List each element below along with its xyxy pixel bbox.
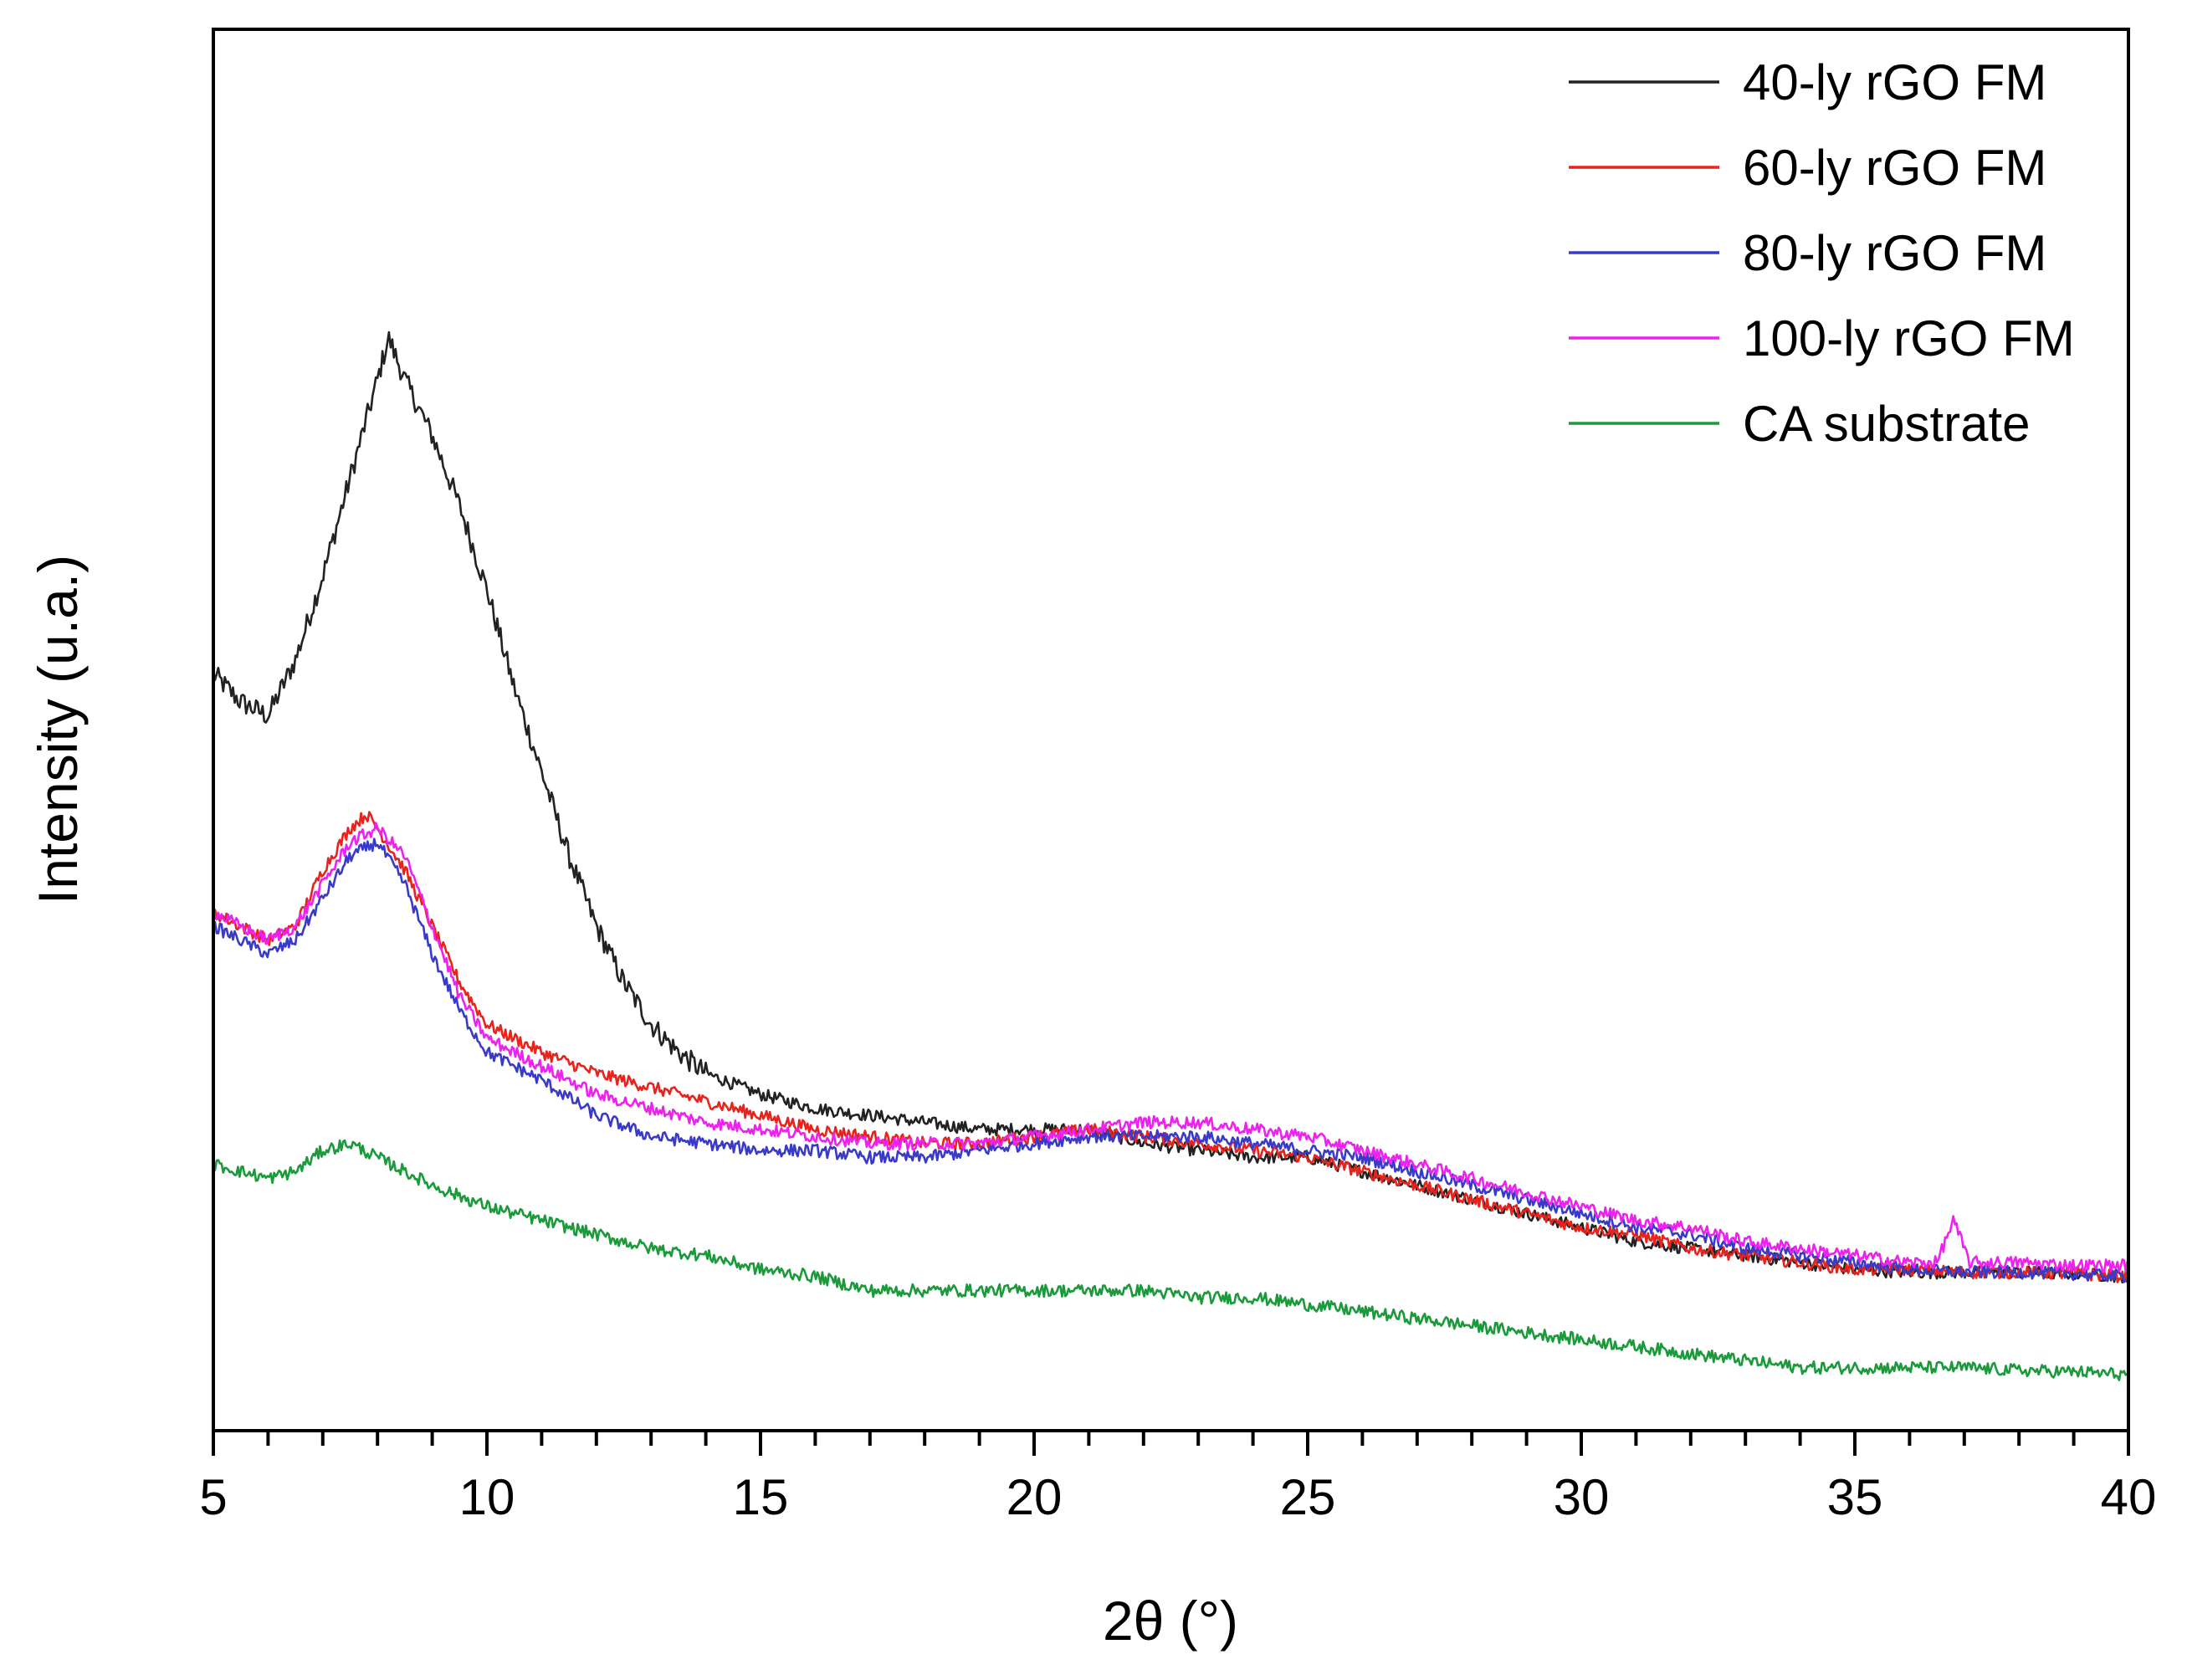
series-line-2	[213, 811, 2128, 1283]
series-layer	[212, 330, 2128, 1381]
y-axis-title: Intensity (u.a.)	[27, 555, 89, 904]
x-tick-label: 25	[1280, 1469, 1336, 1525]
x-axis-title: 2θ (°)	[1103, 1590, 1238, 1652]
series-line-4	[212, 822, 2128, 1273]
series-line-1	[212, 330, 2128, 1284]
legend: 40-ly rGO FM 60-ly rGO FM 80-ly rGO FM 100-…	[1569, 54, 2075, 452]
legend-label-1: 40-ly rGO FM	[1743, 54, 2046, 110]
x-tick-label: 10	[459, 1469, 515, 1525]
x-tick-label: 20	[1006, 1469, 1063, 1525]
x-tick-label: 5	[199, 1469, 227, 1525]
x-axis-ticks: 5 10 15 20 25 30 35 40	[199, 1431, 2156, 1525]
legend-label-5: CA substrate	[1743, 396, 2031, 452]
x-tick-label: 30	[1554, 1469, 1610, 1525]
x-tick-label: 35	[1827, 1469, 1883, 1525]
x-tick-label: 40	[2101, 1469, 2157, 1525]
plot-frame	[212, 28, 2130, 1432]
series-line-5	[212, 1139, 2128, 1381]
legend-label-3: 80-ly rGO FM	[1743, 225, 2046, 281]
legend-label-4: 100-ly rGO FM	[1743, 310, 2075, 366]
x-tick-label: 15	[733, 1469, 789, 1525]
legend-label-2: 60-ly rGO FM	[1743, 140, 2046, 196]
series-line-3	[212, 837, 2128, 1283]
